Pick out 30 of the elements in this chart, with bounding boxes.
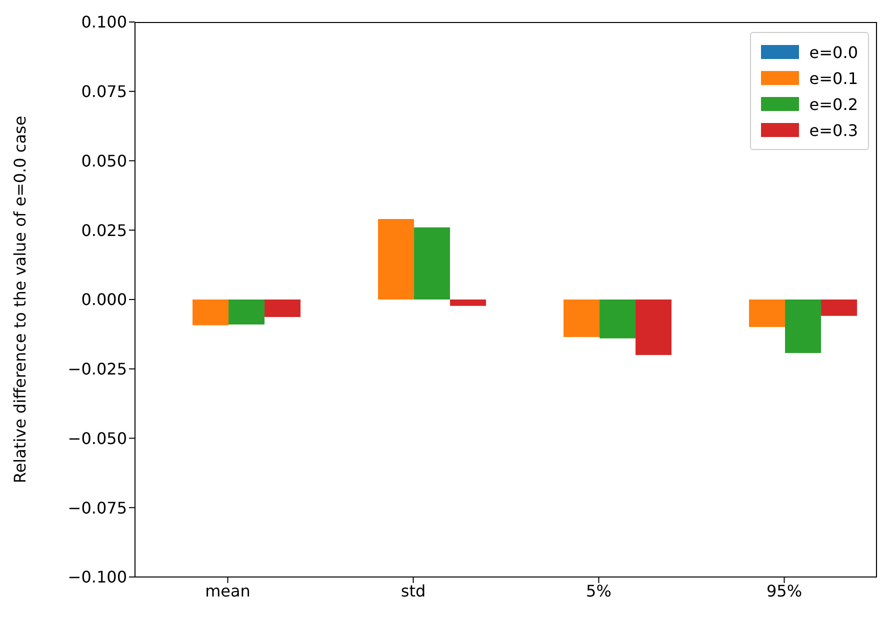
bar [450,300,486,306]
y-tick-label: −0.100 [68,568,127,587]
bar [564,300,600,337]
y-tick-label: 0.100 [81,12,127,32]
bar [785,300,822,354]
y-tick-label: 0.025 [81,220,127,240]
bar [414,227,450,300]
bar [192,300,229,326]
bar [228,300,265,324]
y-tick-label: 0.000 [81,290,127,310]
bar [378,219,414,300]
bar [600,300,636,338]
bar [749,300,786,327]
x-tick-label: 5% [586,581,612,600]
legend-label: e=0.2 [809,94,858,114]
y-tick-label: −0.075 [68,498,127,518]
x-tick-label: 95% [766,581,802,600]
y-tick-label: 0.075 [81,82,127,102]
y-tick-label: −0.025 [68,360,127,379]
y-axis-title: Relative difference to the value of e=0.0 case [10,116,30,484]
legend-label: e=0.3 [809,120,858,140]
x-tick-label: std [400,581,426,600]
y-tick-label: 0.050 [81,151,127,170]
bar [636,300,672,355]
legend-label: e=0.0 [809,42,858,62]
x-tick-label: mean [205,581,250,600]
bar [821,300,858,316]
bar [264,300,301,317]
y-tick-label: −0.050 [68,428,127,448]
legend-label: e=0.1 [809,68,858,88]
